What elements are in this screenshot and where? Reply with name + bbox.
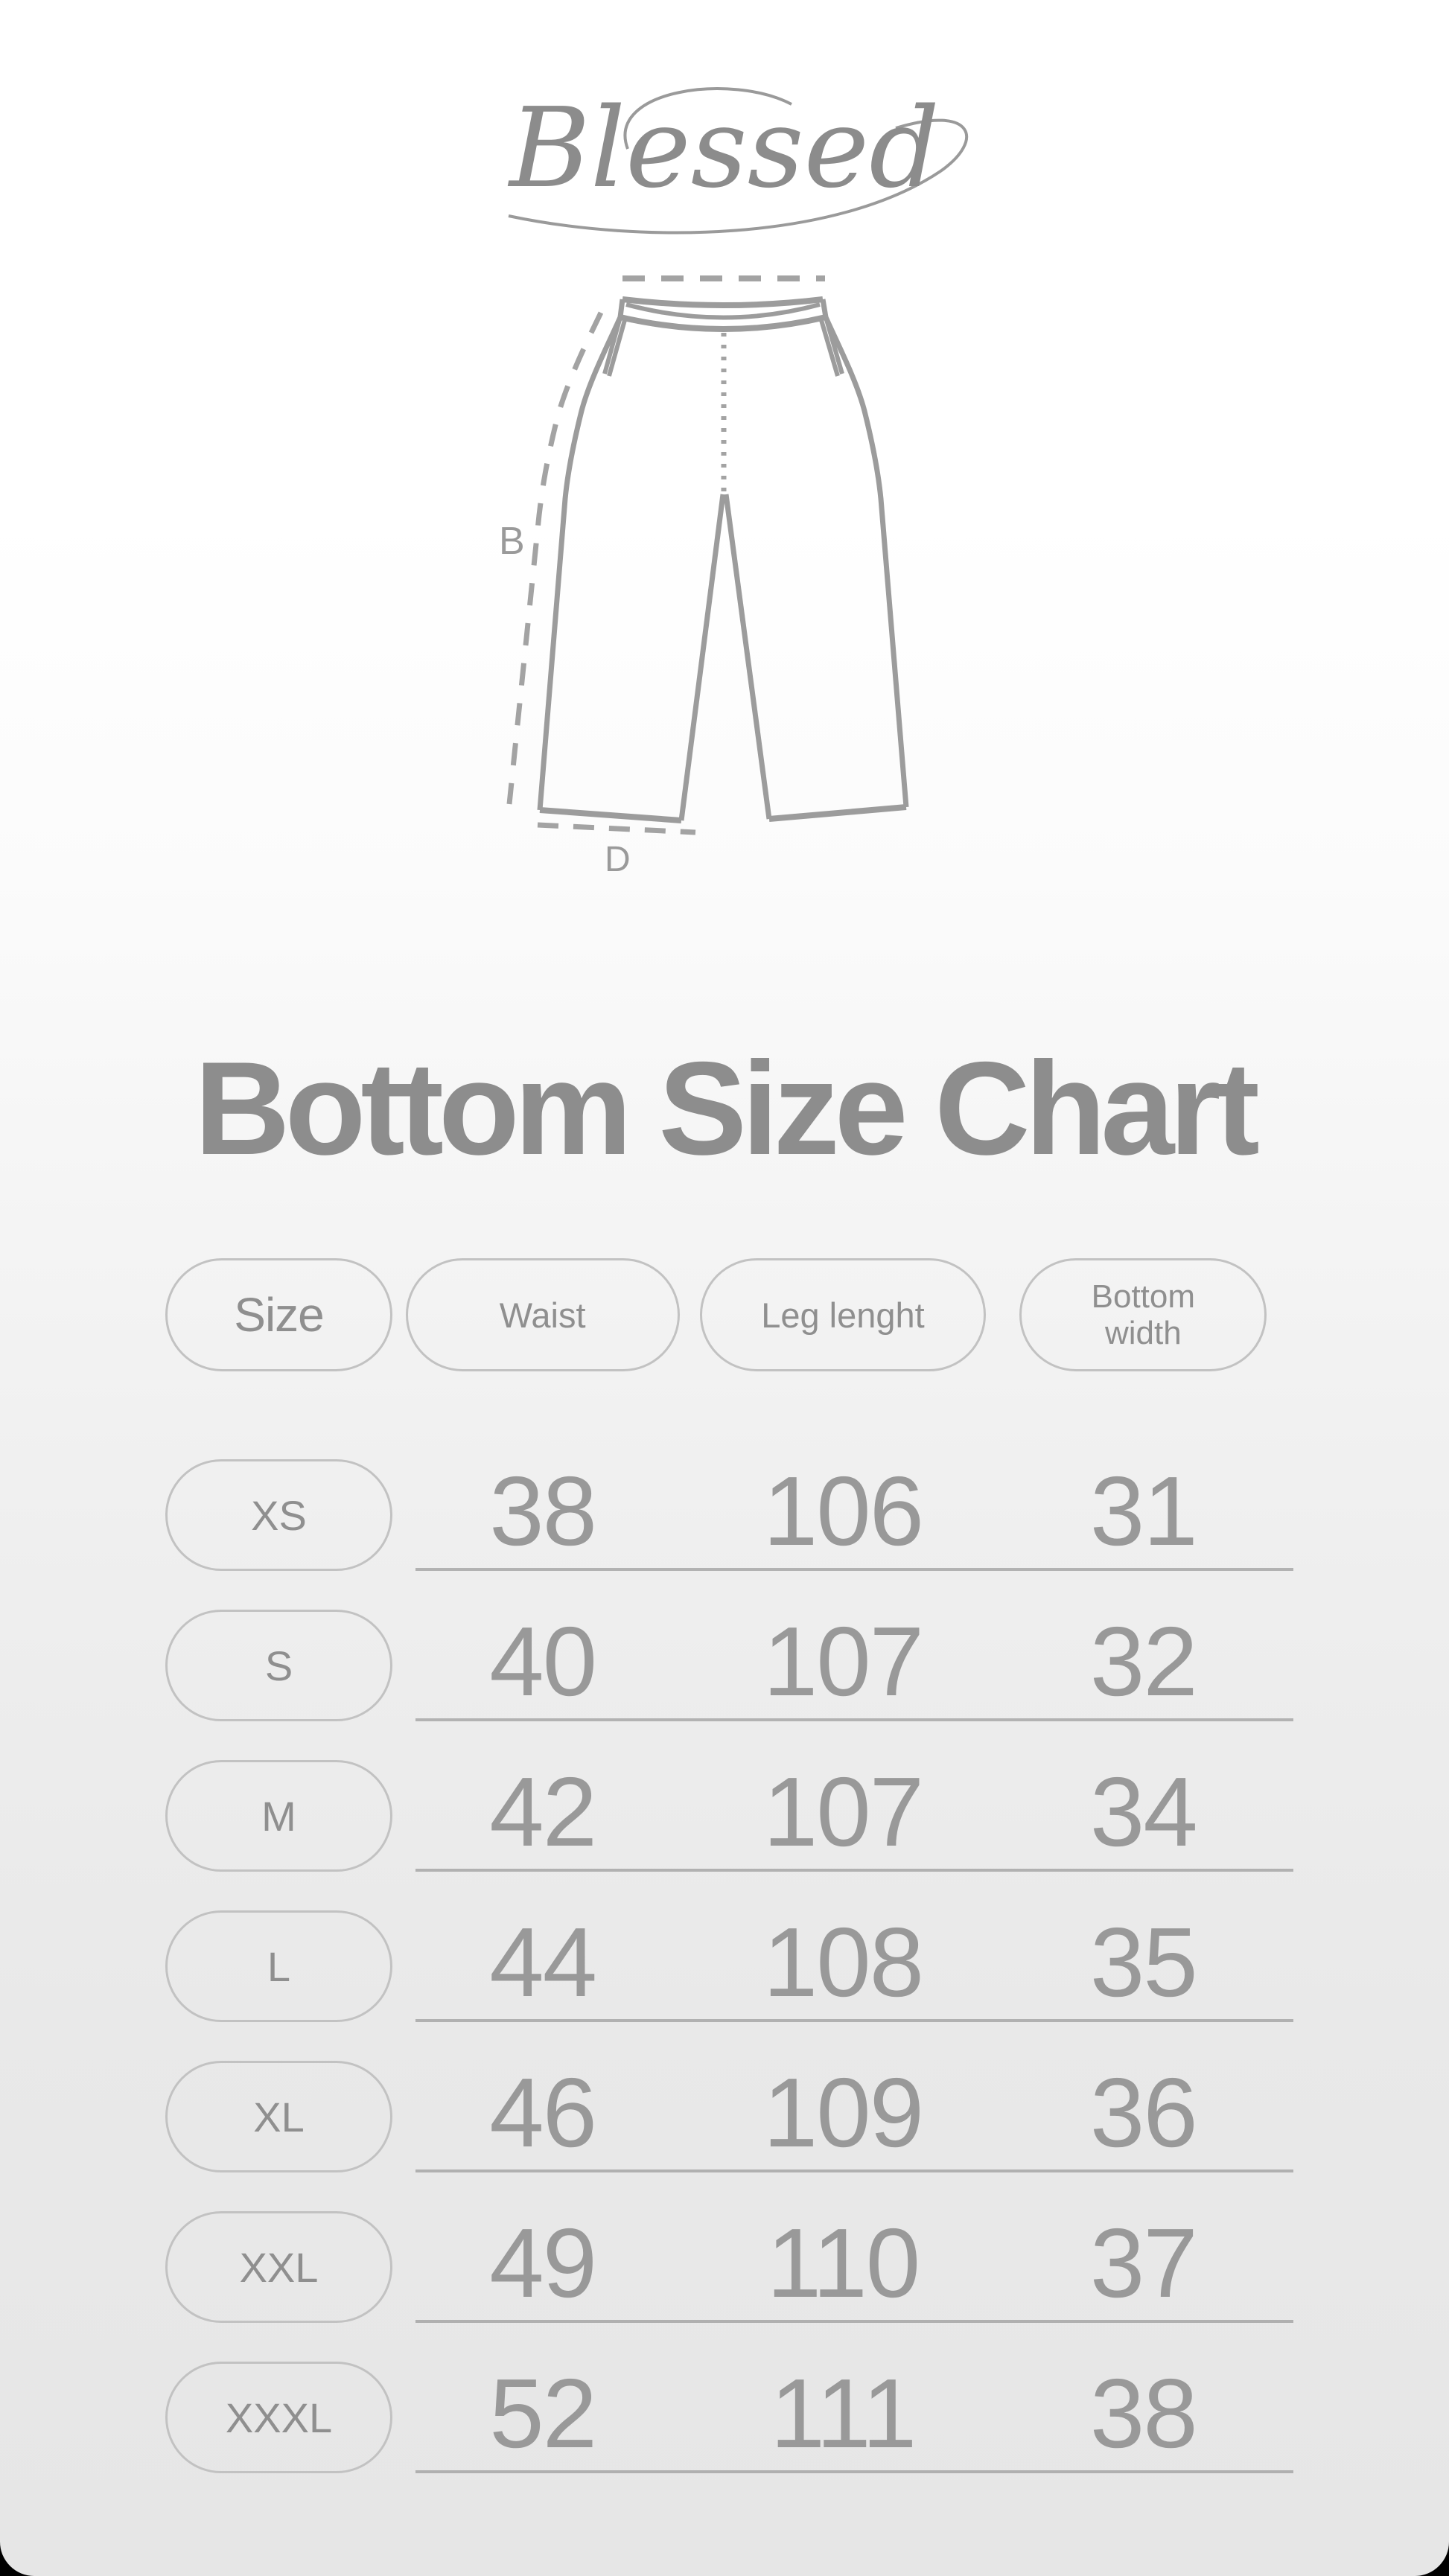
- brand-logo-graphic: Blessed: [507, 84, 969, 235]
- row-divider: [415, 1568, 1293, 1571]
- header-label-bottom-width: Bottom width: [1091, 1278, 1196, 1351]
- row-divider: [415, 1869, 1293, 1872]
- leg-length-value: 106: [762, 1456, 924, 1566]
- left-outer-leg-line: [537, 316, 623, 811]
- size-label: S: [264, 1642, 293, 1689]
- table-row-xs: XS 38 106 31: [165, 1459, 1293, 1571]
- bottom-width-value: 36: [1089, 2058, 1198, 2167]
- table-row-m: M 42 107 34: [165, 1760, 1293, 1872]
- leg-length-value: 110: [766, 2208, 920, 2318]
- waist-value: 40: [489, 1607, 597, 1716]
- logo-text: Blessed: [507, 84, 940, 212]
- size-pill-xxl: XXL: [165, 2211, 392, 2323]
- measurement-label-b: B: [499, 520, 525, 563]
- right-inner-leg-line: [723, 494, 772, 820]
- pants-diagram: B D: [478, 262, 925, 884]
- row-divider: [415, 2169, 1293, 2172]
- waistband-bottom: [620, 314, 827, 332]
- logo-swash-under: [508, 118, 969, 235]
- header-cell-waist: Waist: [392, 1258, 692, 1371]
- size-pill-s: S: [165, 1610, 392, 1721]
- header-label-size: Size: [234, 1288, 324, 1342]
- row-divider: [415, 2320, 1293, 2323]
- header-label-leg-length: Leg lenght: [761, 1295, 925, 1335]
- leg-length-value: 107: [762, 1757, 924, 1866]
- brand-logo: Blessed: [0, 60, 1449, 253]
- leg-length-value: 107: [762, 1607, 924, 1716]
- bottom-width-value: 37: [1089, 2208, 1198, 2318]
- row-divider: [415, 2470, 1293, 2473]
- bottom-width-value: 32: [1089, 1607, 1198, 1716]
- table-row-l: L 44 108 35: [165, 1910, 1293, 2022]
- size-label: XL: [253, 2093, 305, 2140]
- page-title: Bottom Size Chart: [194, 1034, 1260, 1182]
- size-pill-xxxl: XXXL: [165, 2362, 392, 2473]
- header-cell-leg-length: Leg lenght: [692, 1258, 993, 1371]
- size-pill-l: L: [165, 1910, 392, 2022]
- size-pill-xs: XS: [165, 1459, 392, 1571]
- waistband-top: [622, 296, 824, 308]
- logo-swash-top: [623, 87, 792, 150]
- bottom-width-value: 38: [1089, 2359, 1198, 2468]
- header-pill-size: Size: [165, 1258, 392, 1371]
- size-pill-xl: XL: [165, 2061, 392, 2172]
- waist-value: 46: [489, 2058, 597, 2167]
- header-pill-leg-length: Leg lenght: [699, 1258, 986, 1371]
- size-label: XXL: [239, 2243, 319, 2291]
- leg-length-value: 109: [762, 2058, 924, 2167]
- header-pill-waist: Waist: [405, 1258, 680, 1371]
- waist-value: 42: [489, 1757, 597, 1866]
- header-label-waist: Waist: [499, 1295, 586, 1335]
- row-divider: [415, 2019, 1293, 2022]
- waistband-inner-curve: [625, 302, 821, 320]
- waist-value: 52: [489, 2359, 597, 2468]
- header-pill-bottom-width: Bottom width: [1019, 1258, 1267, 1371]
- right-hem-line: [768, 804, 907, 822]
- size-label: XS: [251, 1491, 307, 1539]
- row-divider: [415, 1718, 1293, 1721]
- leg-length-value: 108: [762, 1907, 924, 2017]
- size-label: XXXL: [225, 2394, 333, 2441]
- leg-length-value: 111: [770, 2359, 917, 2468]
- bottom-width-value: 35: [1089, 1907, 1198, 2017]
- table-row-xl: XL 46 109 36: [165, 2061, 1293, 2172]
- measurement-label-d: D: [605, 840, 631, 879]
- waistband-left-cap: [617, 299, 625, 318]
- waistband-right-cap: [820, 299, 829, 318]
- header-cell-bottom-width: Bottom width: [993, 1258, 1293, 1371]
- size-table-header: Size Waist Leg lenght Bottom width: [165, 1258, 1293, 1371]
- waist-value: 49: [489, 2208, 597, 2318]
- table-row-xxl: XXL 49 110 37: [165, 2211, 1293, 2323]
- bottom-width-value: 34: [1089, 1757, 1198, 1866]
- hem-width-guide-dashed-line: [537, 822, 696, 835]
- table-row-xxxl: XXXL 52 111 38: [165, 2362, 1293, 2473]
- size-label: L: [267, 1942, 291, 1990]
- bottom-width-value: 31: [1089, 1456, 1198, 1566]
- right-outer-leg-line: [823, 316, 909, 808]
- table-row-s: S 40 107 32: [165, 1610, 1293, 1721]
- pants-diagram-svg: B D: [499, 275, 909, 879]
- size-label: M: [261, 1792, 296, 1840]
- waist-value: 38: [489, 1456, 597, 1566]
- left-inner-leg-line: [678, 494, 726, 821]
- header-cell-size: Size: [165, 1258, 392, 1371]
- size-pill-m: M: [165, 1760, 392, 1872]
- left-hem-line: [539, 807, 682, 823]
- size-table-body: XS 38 106 31 S 40 107 32 M 42 107 34 L 4…: [165, 1459, 1293, 2473]
- waist-value: 44: [489, 1907, 597, 2017]
